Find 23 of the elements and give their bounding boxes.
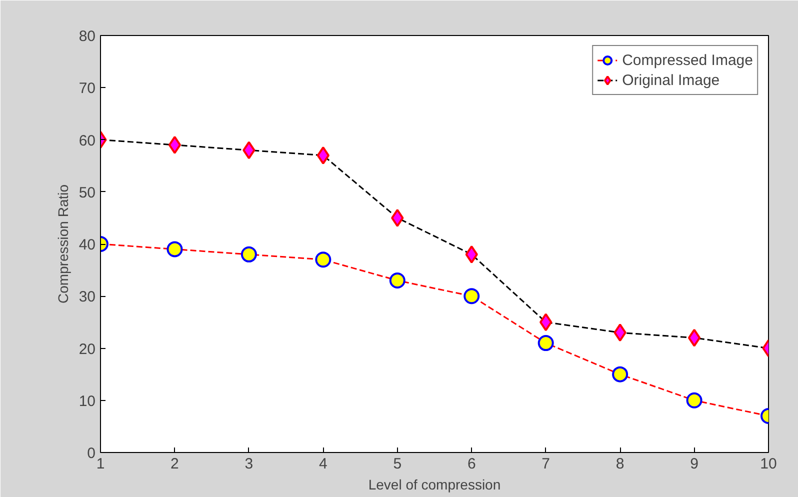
y-tick-label: 20 — [78, 340, 96, 358]
y-tick-label: 10 — [78, 392, 96, 410]
y-tick-label: 50 — [78, 184, 96, 202]
y-tick-label: 70 — [78, 80, 96, 98]
y-tick-label: 40 — [78, 236, 96, 254]
x-tick-label: 3 — [244, 456, 254, 472]
x-tick-label: 5 — [393, 456, 402, 472]
legend-label: Original Image — [622, 72, 720, 88]
x-tick-label: 8 — [616, 456, 624, 472]
legend-label: Compressed Image — [622, 52, 753, 68]
x-tick-label: 1 — [96, 456, 105, 472]
x-tick-label: 2 — [170, 456, 179, 472]
y-tick-label: 60 — [78, 132, 96, 150]
y-tick-label: 30 — [78, 288, 96, 306]
y-tick-label: 0 — [87, 445, 96, 462]
x-tick-label: 7 — [542, 456, 550, 472]
y-tick-label: 80 — [78, 28, 96, 45]
x-tick-label: 9 — [690, 456, 698, 472]
x-tick-label: 4 — [318, 456, 328, 472]
x-tick-label: 10 — [760, 456, 777, 472]
y-axis-title: Compression Ratio — [54, 184, 71, 304]
x-axis-title: Level of compression — [368, 476, 501, 492]
x-tick-label: 6 — [467, 456, 476, 472]
